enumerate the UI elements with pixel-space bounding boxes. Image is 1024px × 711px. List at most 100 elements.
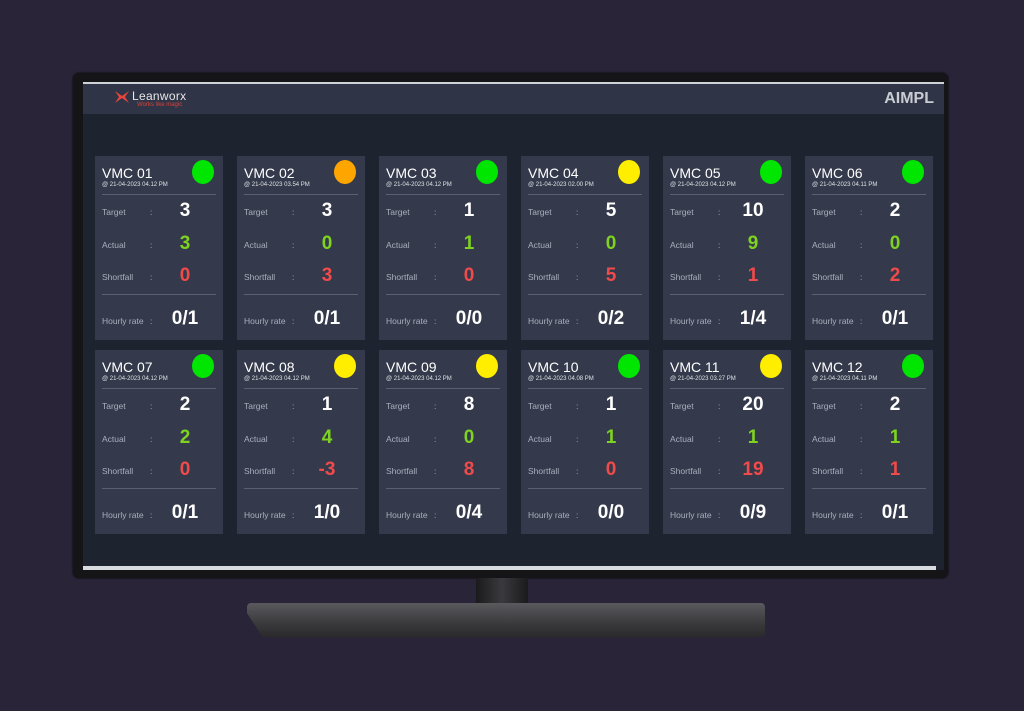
actual-value: 0 bbox=[889, 233, 901, 254]
colon: : bbox=[576, 240, 579, 250]
machine-timestamp: @ 21-04-2023 04.12 PM bbox=[244, 376, 310, 382]
actual-label: Actual bbox=[386, 434, 410, 444]
colon: : bbox=[576, 434, 579, 444]
machine-timestamp: @ 21-04-2023 03.54 PM bbox=[244, 182, 310, 188]
machine-timestamp: @ 21-04-2023 04.12 PM bbox=[102, 376, 168, 382]
hourly-rate-value: 0/2 bbox=[597, 308, 625, 329]
machine-card: VMC 10 @ 21-04-2023 04.08 PM Target: 1 Actua… bbox=[521, 350, 649, 534]
machine-timestamp: @ 21-04-2023 02.00 PM bbox=[528, 182, 594, 188]
target-value: 1 bbox=[463, 200, 475, 221]
target-label: Target bbox=[244, 401, 268, 411]
hourly-rate-value: 0/1 bbox=[881, 502, 909, 523]
divider bbox=[670, 194, 784, 195]
colon: : bbox=[434, 401, 437, 411]
colon: : bbox=[434, 466, 437, 476]
machine-name: VMC 10 bbox=[528, 359, 579, 375]
target-value: 10 bbox=[742, 200, 764, 221]
actual-value: 4 bbox=[321, 427, 333, 448]
machine-card: VMC 02 @ 21-04-2023 03.54 PM Target: 3 Actua… bbox=[237, 156, 365, 340]
divider bbox=[670, 294, 784, 295]
colon: : bbox=[576, 510, 579, 520]
machine-timestamp: @ 21-04-2023 03.27 PM bbox=[670, 376, 736, 382]
colon: : bbox=[150, 401, 153, 411]
hourly-rate-value: 0/1 bbox=[171, 308, 199, 329]
machine-timestamp: @ 21-04-2023 04.12 PM bbox=[386, 182, 452, 188]
shortfall-value: 3 bbox=[321, 265, 333, 286]
target-label: Target bbox=[670, 207, 694, 217]
colon: : bbox=[718, 434, 721, 444]
colon: : bbox=[292, 316, 295, 326]
colon: : bbox=[292, 207, 295, 217]
shortfall-value: 8 bbox=[463, 459, 475, 480]
machine-card: VMC 07 @ 21-04-2023 04.12 PM Target: 2 Actua… bbox=[95, 350, 223, 534]
machine-name: VMC 06 bbox=[812, 165, 863, 181]
actual-label: Actual bbox=[102, 434, 126, 444]
actual-label: Actual bbox=[670, 434, 694, 444]
colon: : bbox=[150, 434, 153, 444]
actual-label: Actual bbox=[812, 434, 836, 444]
shortfall-value: 0 bbox=[605, 459, 617, 480]
actual-value: 1 bbox=[889, 427, 901, 448]
divider bbox=[244, 194, 358, 195]
actual-label: Actual bbox=[528, 434, 552, 444]
machine-card: VMC 09 @ 21-04-2023 04.12 PM Target: 8 Actua… bbox=[379, 350, 507, 534]
machine-name: VMC 03 bbox=[386, 165, 437, 181]
colon: : bbox=[434, 272, 437, 282]
actual-label: Actual bbox=[812, 240, 836, 250]
status-indicator-icon bbox=[760, 354, 782, 378]
colon: : bbox=[718, 316, 721, 326]
status-indicator-icon bbox=[334, 160, 356, 184]
hourly-rate-label: Hourly rate bbox=[386, 510, 428, 520]
shortfall-label: Shortfall bbox=[244, 466, 276, 476]
machine-card: VMC 08 @ 21-04-2023 04.12 PM Target: 1 Actua… bbox=[237, 350, 365, 534]
header-bar: Leanworx Works like magic AIMPL bbox=[83, 84, 944, 114]
target-value: 8 bbox=[463, 394, 475, 415]
actual-label: Actual bbox=[102, 240, 126, 250]
divider bbox=[386, 388, 500, 389]
status-indicator-icon bbox=[618, 160, 640, 184]
shortfall-label: Shortfall bbox=[670, 272, 702, 282]
colon: : bbox=[150, 316, 153, 326]
actual-value: 1 bbox=[605, 427, 617, 448]
shortfall-label: Shortfall bbox=[528, 466, 560, 476]
divider bbox=[244, 294, 358, 295]
target-value: 3 bbox=[179, 200, 191, 221]
colon: : bbox=[860, 401, 863, 411]
status-indicator-icon bbox=[760, 160, 782, 184]
machine-timestamp: @ 21-04-2023 04.11 PM bbox=[812, 376, 878, 382]
shortfall-label: Shortfall bbox=[102, 272, 134, 282]
hourly-rate-label: Hourly rate bbox=[244, 316, 286, 326]
status-indicator-icon bbox=[902, 354, 924, 378]
hourly-rate-label: Hourly rate bbox=[244, 510, 286, 520]
shortfall-value: 0 bbox=[463, 265, 475, 286]
machine-timestamp: @ 21-04-2023 04.12 PM bbox=[386, 376, 452, 382]
machine-card: VMC 12 @ 21-04-2023 04.11 PM Target: 2 Actua… bbox=[805, 350, 933, 534]
actual-label: Actual bbox=[528, 240, 552, 250]
colon: : bbox=[434, 510, 437, 520]
leanworx-logo-icon bbox=[115, 91, 129, 103]
colon: : bbox=[718, 207, 721, 217]
hourly-rate-value: 0/1 bbox=[313, 308, 341, 329]
shortfall-label: Shortfall bbox=[102, 466, 134, 476]
target-label: Target bbox=[386, 207, 410, 217]
machine-timestamp: @ 21-04-2023 04.12 PM bbox=[670, 182, 736, 188]
divider bbox=[528, 488, 642, 489]
divider bbox=[528, 388, 642, 389]
divider bbox=[244, 388, 358, 389]
machine-timestamp: @ 21-04-2023 04.08 PM bbox=[528, 376, 594, 382]
colon: : bbox=[292, 466, 295, 476]
colon: : bbox=[860, 466, 863, 476]
target-value: 1 bbox=[321, 394, 333, 415]
machine-card: VMC 03 @ 21-04-2023 04.12 PM Target: 1 Actua… bbox=[379, 156, 507, 340]
colon: : bbox=[576, 316, 579, 326]
colon: : bbox=[434, 240, 437, 250]
hourly-rate-label: Hourly rate bbox=[528, 510, 570, 520]
machine-name: VMC 07 bbox=[102, 359, 153, 375]
target-label: Target bbox=[386, 401, 410, 411]
target-value: 3 bbox=[321, 200, 333, 221]
divider bbox=[812, 194, 926, 195]
target-value: 2 bbox=[179, 394, 191, 415]
colon: : bbox=[434, 207, 437, 217]
actual-value: 0 bbox=[605, 233, 617, 254]
shortfall-label: Shortfall bbox=[812, 272, 844, 282]
